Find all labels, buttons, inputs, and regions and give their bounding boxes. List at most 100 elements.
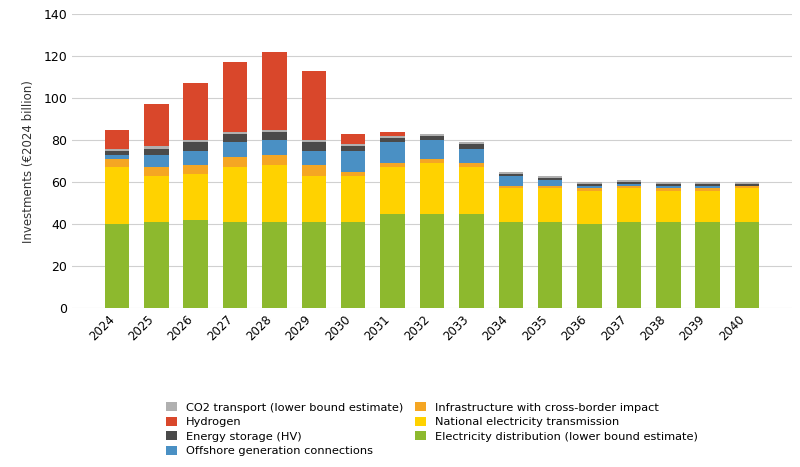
Bar <box>105 224 129 308</box>
Bar <box>735 182 759 184</box>
Bar <box>144 155 169 167</box>
Bar <box>144 176 169 222</box>
Bar <box>498 171 523 174</box>
Bar <box>302 150 326 165</box>
Bar <box>183 165 208 174</box>
Bar <box>656 184 681 186</box>
Bar <box>498 174 523 176</box>
Bar <box>262 132 286 140</box>
Bar <box>105 167 129 224</box>
Bar <box>223 134 247 142</box>
Bar <box>695 184 720 186</box>
Bar <box>262 222 286 308</box>
Bar <box>105 150 129 155</box>
Bar <box>302 71 326 140</box>
Bar <box>420 159 444 163</box>
Bar <box>341 222 366 308</box>
Bar <box>381 213 405 308</box>
Bar <box>144 105 169 146</box>
Bar <box>538 180 562 186</box>
Bar <box>498 186 523 188</box>
Bar <box>381 136 405 138</box>
Bar <box>578 182 602 184</box>
Bar <box>695 222 720 308</box>
Bar <box>183 150 208 165</box>
Bar <box>302 222 326 308</box>
Bar <box>459 167 483 213</box>
Bar <box>223 132 247 134</box>
Bar <box>381 167 405 213</box>
Bar <box>459 163 483 167</box>
Bar <box>459 142 483 144</box>
Bar <box>498 176 523 186</box>
Bar <box>302 142 326 150</box>
Bar <box>223 142 247 157</box>
Bar <box>420 213 444 308</box>
Bar <box>656 191 681 222</box>
Bar <box>617 188 641 222</box>
Bar <box>578 184 602 186</box>
Bar <box>578 186 602 188</box>
Bar <box>341 144 366 146</box>
Bar <box>656 188 681 191</box>
Bar <box>341 176 366 222</box>
Bar <box>223 157 247 167</box>
Bar <box>105 159 129 167</box>
Bar <box>105 149 129 150</box>
Bar <box>656 222 681 308</box>
Bar <box>617 180 641 182</box>
Bar <box>735 188 759 222</box>
Bar <box>459 144 483 149</box>
Bar <box>735 186 759 188</box>
Bar <box>223 167 247 222</box>
Bar <box>578 191 602 224</box>
Bar <box>341 134 366 144</box>
Bar <box>617 184 641 186</box>
Bar <box>105 129 129 149</box>
Bar <box>498 222 523 308</box>
Bar <box>695 186 720 188</box>
Bar <box>735 184 759 186</box>
Bar <box>183 174 208 220</box>
Bar <box>341 171 366 176</box>
Bar <box>144 149 169 155</box>
Bar <box>341 146 366 150</box>
Bar <box>498 188 523 222</box>
Bar <box>695 182 720 184</box>
Bar <box>341 150 366 171</box>
Bar <box>381 132 405 136</box>
Bar <box>420 134 444 136</box>
Bar <box>538 222 562 308</box>
Y-axis label: Investments (€2024 billion): Investments (€2024 billion) <box>22 80 35 242</box>
Bar <box>262 155 286 165</box>
Bar <box>183 83 208 140</box>
Bar <box>420 140 444 159</box>
Bar <box>105 155 129 159</box>
Bar <box>302 165 326 176</box>
Bar <box>578 224 602 308</box>
Legend: CO2 transport (lower bound estimate), Hydrogen, Energy storage (HV), Offshore ge: CO2 transport (lower bound estimate), Hy… <box>166 402 698 456</box>
Bar <box>262 129 286 132</box>
Bar <box>144 222 169 308</box>
Bar <box>223 222 247 308</box>
Bar <box>617 182 641 184</box>
Bar <box>302 176 326 222</box>
Bar <box>144 146 169 149</box>
Bar <box>578 188 602 191</box>
Bar <box>695 191 720 222</box>
Bar <box>459 213 483 308</box>
Bar <box>302 140 326 142</box>
Bar <box>183 140 208 142</box>
Bar <box>538 176 562 178</box>
Bar <box>183 142 208 150</box>
Bar <box>381 138 405 142</box>
Bar <box>144 167 169 176</box>
Bar <box>381 142 405 163</box>
Bar <box>262 52 286 129</box>
Bar <box>381 163 405 167</box>
Bar <box>420 163 444 213</box>
Bar <box>656 182 681 184</box>
Bar <box>695 188 720 191</box>
Bar <box>617 186 641 188</box>
Bar <box>262 165 286 222</box>
